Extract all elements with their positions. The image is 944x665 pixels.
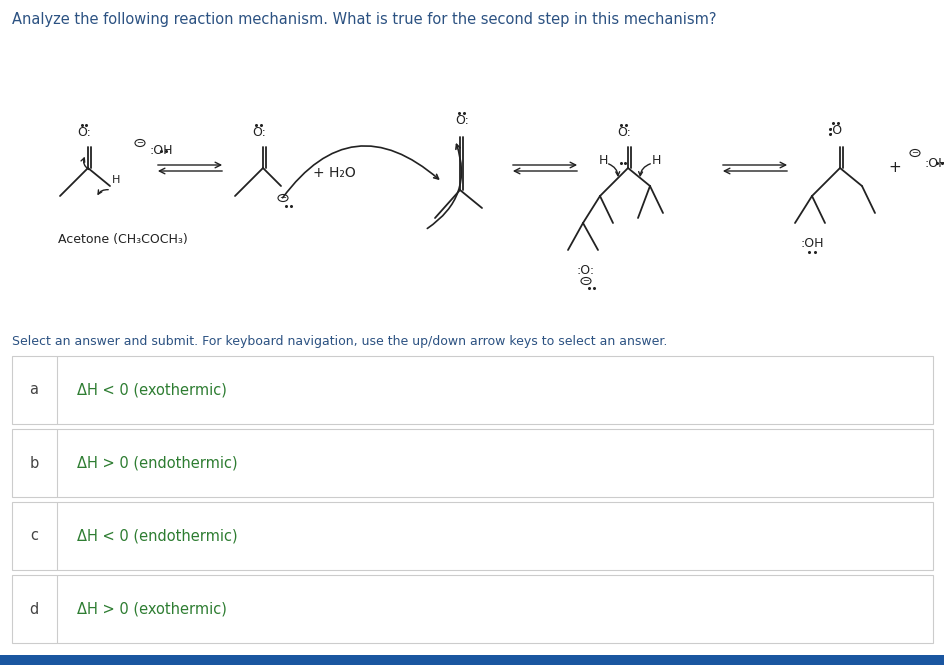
FancyArrowPatch shape: [608, 164, 619, 176]
Text: O:: O:: [455, 114, 468, 128]
Text: +: +: [887, 160, 901, 176]
FancyArrowPatch shape: [427, 144, 461, 229]
FancyArrowPatch shape: [98, 190, 109, 194]
Text: H: H: [111, 175, 120, 185]
Text: −: −: [136, 138, 143, 148]
FancyArrowPatch shape: [81, 158, 89, 170]
Text: ΔH < 0 (exothermic): ΔH < 0 (exothermic): [76, 382, 227, 398]
Text: O:: O:: [77, 126, 91, 140]
Bar: [12, 575, 932, 643]
FancyArrowPatch shape: [638, 164, 649, 176]
Text: ΔH < 0 (endothermic): ΔH < 0 (endothermic): [76, 529, 237, 543]
Text: + H₂O: + H₂O: [312, 166, 355, 180]
Bar: [0, 649, 944, 657]
Text: ΔH > 0 (endothermic): ΔH > 0 (endothermic): [76, 456, 237, 471]
Text: −: −: [279, 194, 286, 203]
Text: :O: :O: [828, 124, 842, 138]
Text: Acetone (CH₃COCH₃): Acetone (CH₃COCH₃): [58, 233, 188, 246]
FancyArrowPatch shape: [282, 146, 438, 198]
Text: O:: O:: [252, 126, 265, 140]
Text: ΔH > 0 (exothermic): ΔH > 0 (exothermic): [76, 602, 227, 616]
Text: :O:: :O:: [577, 263, 595, 277]
Text: c: c: [30, 529, 38, 543]
Text: H: H: [598, 154, 607, 166]
Text: Analyze the following reaction mechanism. What is true for the second step in th: Analyze the following reaction mechanism…: [12, 12, 716, 27]
Bar: [12, 356, 932, 424]
Text: b: b: [29, 456, 39, 471]
Text: :OH: :OH: [150, 144, 174, 158]
Text: Select an answer and submit. For keyboard navigation, use the up/down arrow keys: Select an answer and submit. For keyboar…: [12, 335, 666, 348]
Text: d: d: [29, 602, 39, 616]
Bar: [12, 429, 932, 497]
Text: :OH: :OH: [800, 237, 823, 249]
Text: H: H: [650, 154, 660, 166]
Text: O:: O:: [616, 126, 631, 140]
Text: :OH: :OH: [924, 156, 944, 170]
Text: a: a: [29, 382, 39, 398]
Bar: [12, 502, 932, 570]
Bar: [0, 657, 944, 665]
Text: −: −: [582, 277, 589, 285]
Bar: [0, 655, 944, 665]
Text: −: −: [911, 148, 918, 158]
